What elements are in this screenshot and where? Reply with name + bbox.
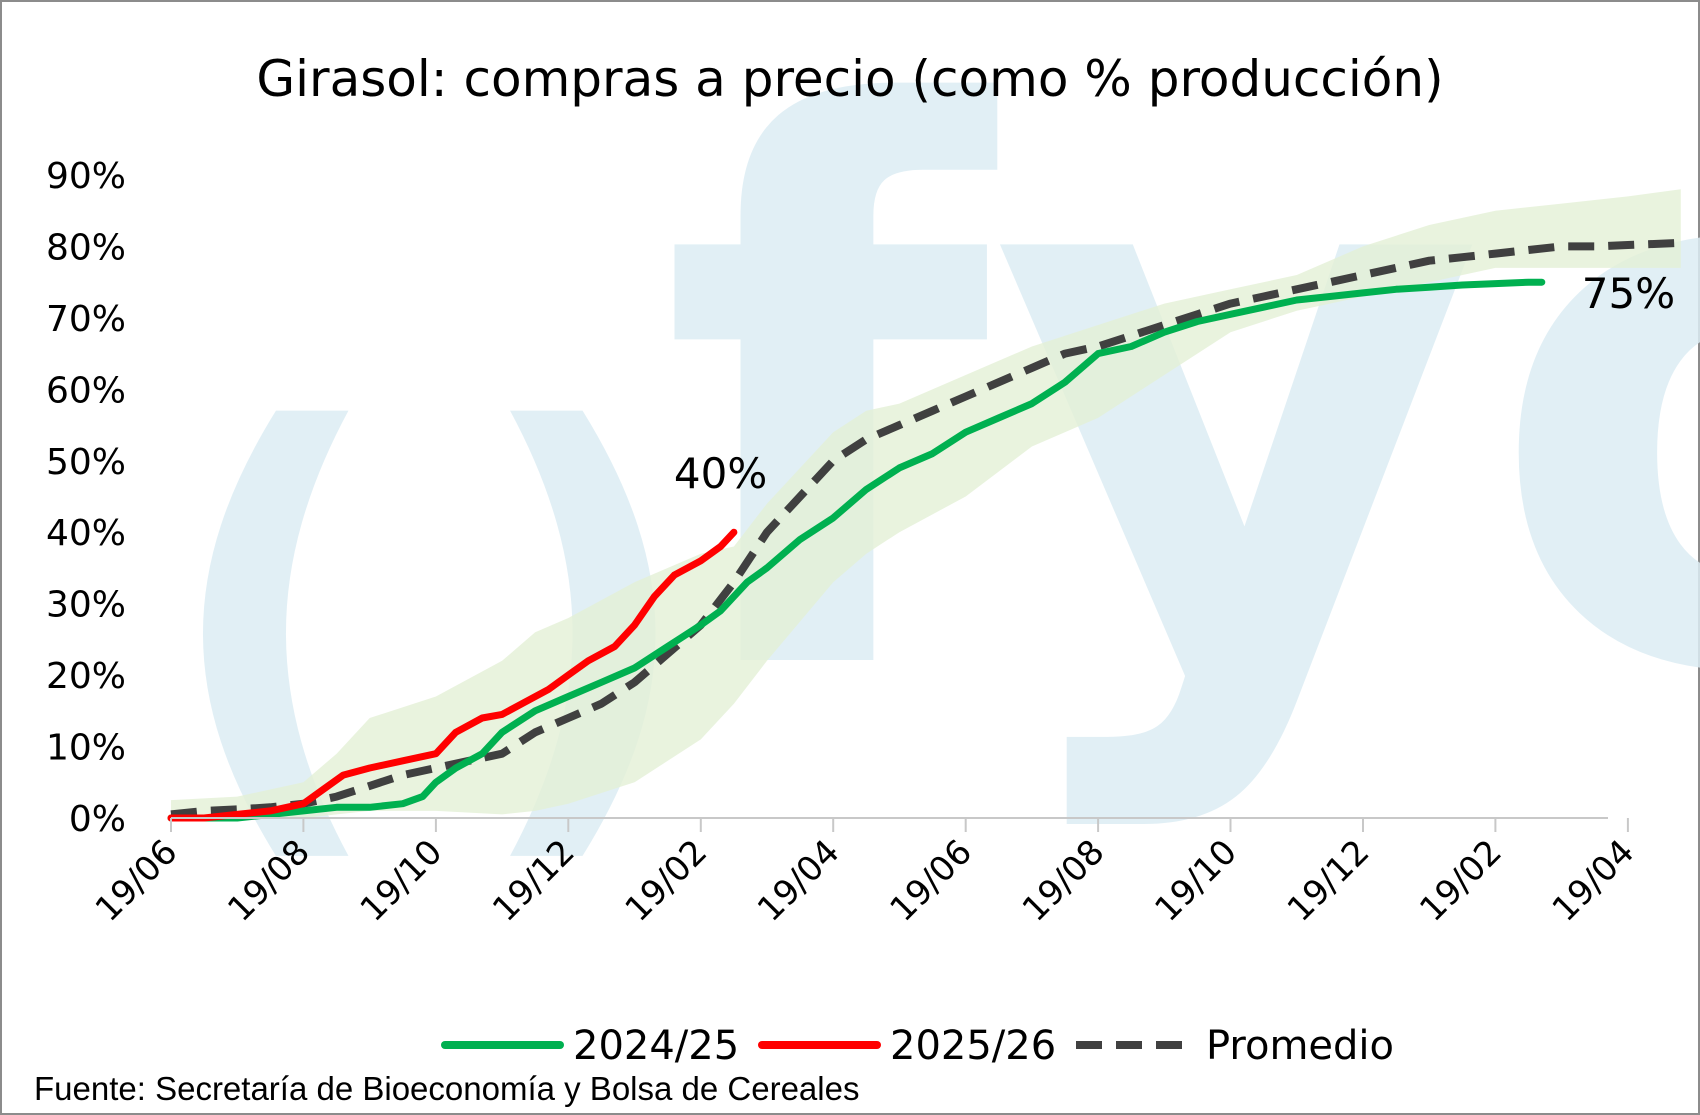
- legend-label: 2025/26: [890, 1023, 1056, 1069]
- source-note: Fuente: Secretaría de Bioeconomía y Bols…: [34, 1070, 859, 1107]
- y-tick-label: 20%: [46, 656, 126, 697]
- plot-area: 40% 75%: [167, 189, 1681, 822]
- y-tick-label: 90%: [46, 156, 126, 197]
- x-tick-label: 19/04: [1545, 832, 1643, 930]
- annotation-label: 75%: [1582, 269, 1675, 318]
- legend: 2024/25 2025/26 Promedio: [441, 1023, 1394, 1069]
- y-tick-label: 60%: [46, 370, 126, 411]
- y-tick-label: 80%: [46, 227, 126, 268]
- legend-label: Promedio: [1206, 1023, 1394, 1069]
- y-tick-label: 40%: [46, 513, 126, 554]
- y-tick-label: 0%: [69, 799, 126, 840]
- x-tick-label: 19/12: [1280, 832, 1378, 930]
- annotation-label: 40%: [674, 449, 767, 498]
- chart-title: Girasol: compras a precio (como % produc…: [256, 50, 1443, 108]
- series-line-promedio: [170, 238, 1681, 819]
- x-tick-label: 19/10: [1147, 832, 1245, 930]
- legend-label: 2024/25: [573, 1023, 739, 1069]
- y-tick-label: 70%: [46, 299, 126, 340]
- series-line-2024-25: [167, 278, 1546, 822]
- y-tick-label: 10%: [46, 728, 126, 769]
- x-tick-label: 19/04: [750, 832, 848, 930]
- series-line-2025-26: [167, 528, 738, 822]
- x-tick-label: 19/06: [882, 832, 980, 930]
- x-tick-label: 19/02: [1412, 832, 1510, 930]
- range-band: [171, 189, 1681, 819]
- y-tick-label: 50%: [46, 442, 126, 483]
- y-tick-label: 30%: [46, 585, 126, 626]
- x-tick-label: 19/08: [1015, 832, 1113, 930]
- watermark-text: fyo: [660, 0, 1700, 840]
